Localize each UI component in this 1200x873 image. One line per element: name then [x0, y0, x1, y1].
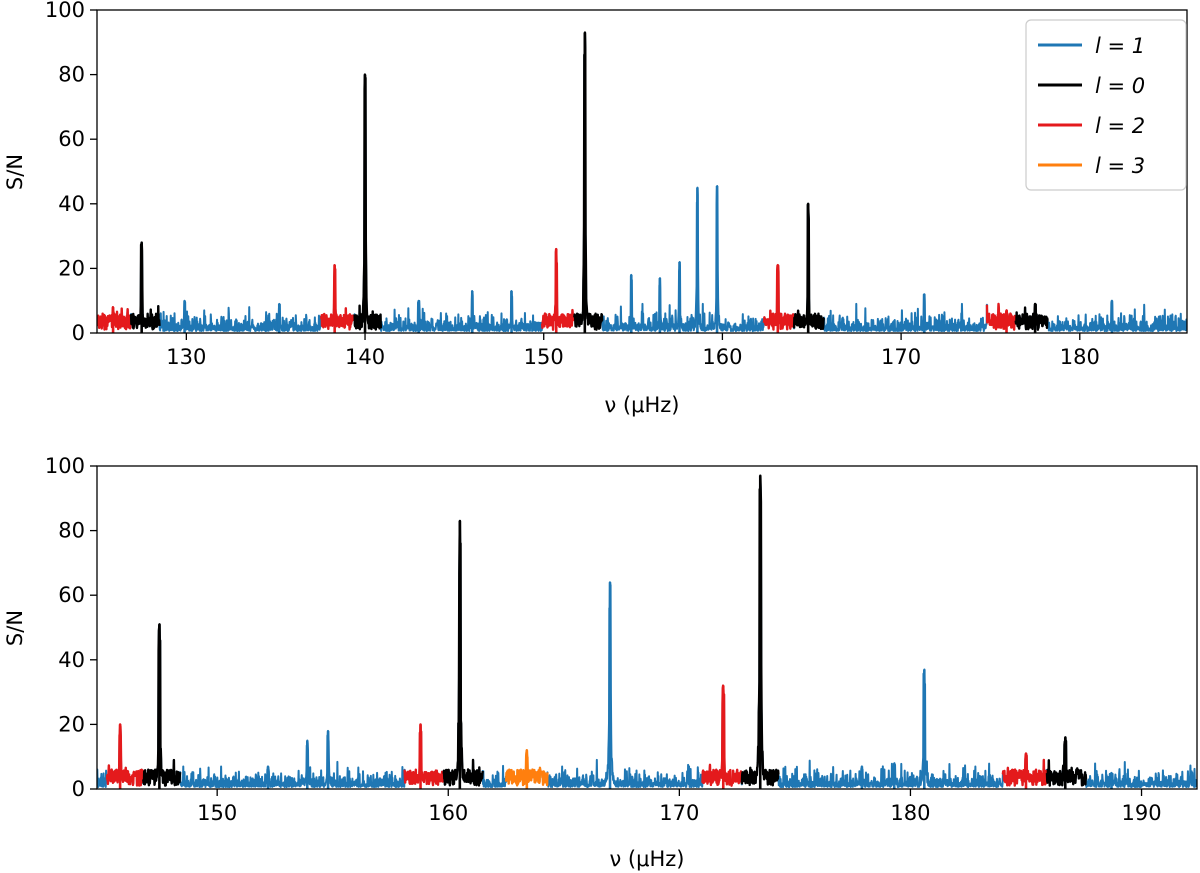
- x-tick-label-3: 180: [890, 801, 930, 825]
- legend-label-l3: l = 3: [1095, 154, 1145, 178]
- y-tick-label-2: 40: [58, 192, 85, 216]
- y-tick-label-3: 60: [58, 127, 85, 151]
- x-tick-label-5: 180: [1060, 345, 1100, 369]
- y-tick-label-4: 80: [58, 63, 85, 87]
- top-panel-series: [97, 31, 1187, 333]
- legend-entry-l1: l = 1: [1038, 34, 1145, 58]
- legend-entry-l0: l = 0: [1038, 74, 1145, 98]
- y-tick-label-5: 100: [45, 454, 85, 478]
- y-tick-label-2: 40: [58, 648, 85, 672]
- legend-label-l1: l = 1: [1095, 34, 1145, 58]
- bottom-panel: 150 160 170 180 190 0 20 40 60 80 100 ν (μHz) S/N: [3, 454, 1198, 871]
- bottom-panel-series: [97, 474, 1197, 789]
- legend-entry-l3: l = 3: [1038, 154, 1145, 178]
- mode-segment-l0-5: [573, 31, 604, 331]
- mode-segment-l2-4: [540, 247, 576, 331]
- bottom-panel-y-axis: 0 20 40 60 80 100: [45, 454, 97, 801]
- y-tick-label-0: 0: [72, 321, 85, 345]
- top-panel-x-label: ν (μHz): [605, 393, 680, 417]
- mode-segment-l0-9: [1014, 302, 1049, 331]
- x-tick-label-0: 130: [166, 345, 206, 369]
- top-panel-x-axis: 130 140 150 160 170 180: [166, 333, 1100, 369]
- x-tick-label-0: 150: [197, 801, 237, 825]
- spectrum-background-line: [97, 474, 1197, 789]
- legend-frame: [1025, 19, 1187, 191]
- spectrum-background-line: [97, 31, 1187, 333]
- mode-segment-l2-2: [403, 723, 445, 787]
- y-tick-label-1: 20: [58, 256, 85, 280]
- top-panel-y-axis: 0 20 40 60 80 100: [45, 0, 97, 345]
- bottom-panel-y-label: S/N: [3, 610, 27, 646]
- mode-segment-l2-2: [319, 263, 356, 331]
- bottom-panel-frame: [96, 465, 1198, 790]
- y-tick-label-0: 0: [72, 777, 85, 801]
- mode-segment-l2-8: [985, 302, 1017, 331]
- legend-label-l0: l = 0: [1095, 74, 1145, 98]
- legend-entry-l2: l = 2: [1038, 114, 1145, 138]
- mode-segment-l0-1: [129, 241, 161, 331]
- bottom-panel-x-axis: 150 160 170 180 190: [197, 789, 1162, 825]
- y-tick-label-3: 60: [58, 583, 85, 607]
- bottom-panel-x-label: ν (μHz): [610, 847, 685, 871]
- legend-label-l2: l = 2: [1095, 114, 1145, 138]
- x-tick-label-2: 150: [524, 345, 564, 369]
- y-tick-label-4: 80: [58, 519, 85, 543]
- legend: l = 1 l = 0 l = 2 l = 3: [1025, 19, 1187, 191]
- mode-segment-l2-0: [105, 723, 145, 787]
- y-tick-label-5: 100: [45, 0, 85, 22]
- x-tick-label-4: 170: [881, 345, 921, 369]
- y-tick-label-1: 20: [58, 712, 85, 736]
- mode-segment-l0-1: [142, 623, 182, 787]
- x-tick-label-4: 190: [1121, 801, 1161, 825]
- top-panel-frame: [96, 9, 1188, 334]
- mode-segment-l0-3: [442, 519, 484, 787]
- x-tick-label-2: 170: [659, 801, 699, 825]
- x-tick-label-1: 140: [345, 345, 385, 369]
- top-panel-y-label: S/N: [3, 154, 27, 190]
- x-tick-label-3: 160: [702, 345, 742, 369]
- x-tick-label-1: 160: [428, 801, 468, 825]
- mode-segment-l0-3: [353, 73, 383, 331]
